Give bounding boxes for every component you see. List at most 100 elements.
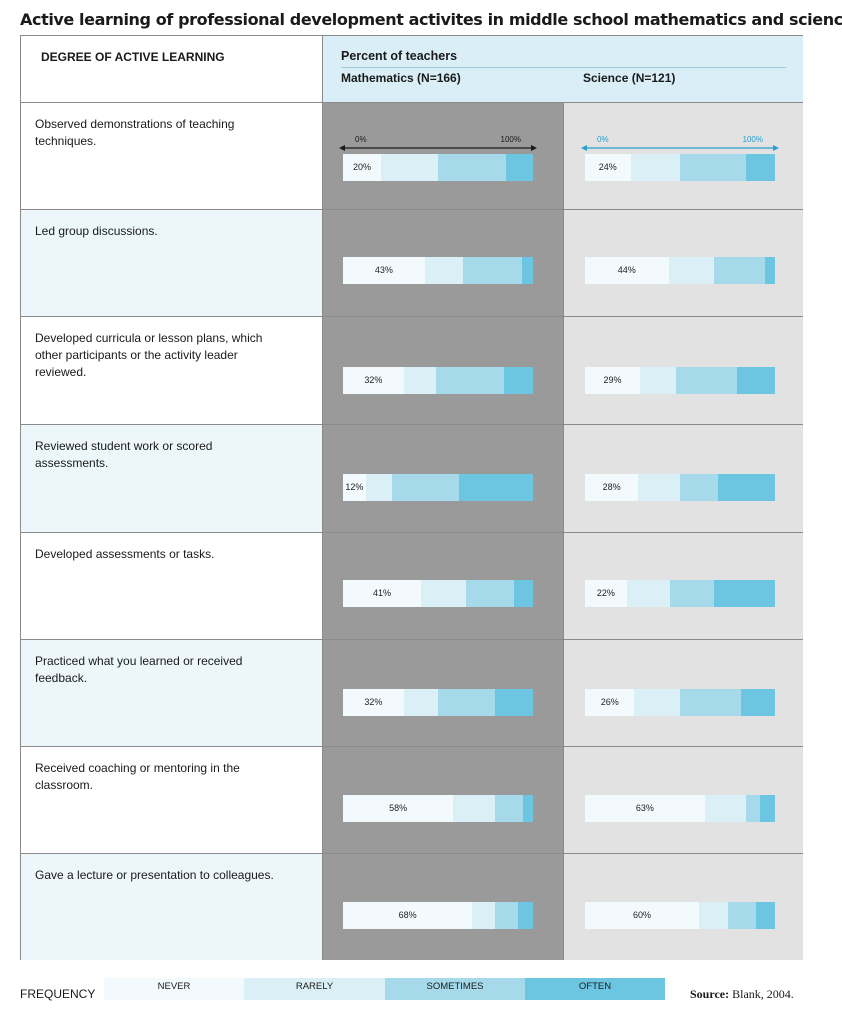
math-bar-2-sometimes xyxy=(462,257,522,284)
source-text: Blank, 2004. xyxy=(732,987,794,1001)
row-label-cell: Gave a lecture or presentation to collea… xyxy=(21,854,323,960)
math-bar-1: 20% xyxy=(343,154,533,181)
science-bar-2-sometimes xyxy=(714,257,766,284)
science-bar-6-sometimes xyxy=(679,689,741,716)
math-bar-7-often xyxy=(523,795,533,822)
math-bar-2-often xyxy=(521,257,533,284)
math-bar-4-never: 12% xyxy=(343,474,366,501)
science-bar-1-often xyxy=(746,154,775,181)
math-bar-4-sometimes xyxy=(392,474,459,501)
math-bar-3: 32% xyxy=(343,367,533,394)
table-row: Received coaching or mentoring in the cl… xyxy=(21,746,803,853)
science-axis: 0% 100% xyxy=(581,135,779,152)
science-bar-7-sometimes xyxy=(746,795,760,822)
math-bar-3-label: 32% xyxy=(364,375,383,385)
science-bar-7-often xyxy=(759,795,775,822)
science-bar-8-never: 60% xyxy=(585,902,699,929)
data-table: DEGREE OF ACTIVE LEARNING Percent of tea… xyxy=(20,35,803,960)
math-bar-2: 43% xyxy=(343,257,533,284)
math-bar-6-never: 32% xyxy=(343,689,404,716)
math-bar-1-often xyxy=(506,154,533,181)
math-bar-6-sometimes xyxy=(437,689,495,716)
legend: FREQUENCY NEVER RARELY SOMETIMES OFTEN S… xyxy=(0,970,842,1010)
science-bar-6-label: 26% xyxy=(600,697,619,707)
row-label-cell: Developed curricula or lesson plans, whi… xyxy=(21,317,323,424)
row-label: Practiced what you learned or received f… xyxy=(35,654,243,685)
math-bar-6: 32% xyxy=(343,689,533,716)
table-row: Gave a lecture or presentation to collea… xyxy=(21,853,803,960)
header-right-cell: Percent of teachers Mathematics (N=166) … xyxy=(323,36,803,102)
source-label: Source: xyxy=(690,987,730,1001)
row-label: Gave a lecture or presentation to collea… xyxy=(35,868,274,882)
row-label: Led group discussions. xyxy=(35,224,158,238)
math-bar-7-never: 58% xyxy=(343,795,454,822)
science-bar-8-often xyxy=(756,902,775,929)
math-bar-5-label: 41% xyxy=(372,588,391,598)
math-bar-2-label: 43% xyxy=(374,265,393,275)
math-axis-arrowhead-left xyxy=(339,145,345,151)
science-bar-3-label: 29% xyxy=(603,375,622,385)
math-bar-1-label: 20% xyxy=(352,162,371,172)
math-bar-8-sometimes xyxy=(494,902,518,929)
science-bar-2-often xyxy=(765,257,775,284)
table-row: Developed curricula or lesson plans, whi… xyxy=(21,316,803,424)
science-bar-2-label: 44% xyxy=(617,265,636,275)
math-bar-4-label: 12% xyxy=(345,482,364,492)
row-label: Observed demonstrations of teaching tech… xyxy=(35,117,235,148)
math-bar-1-never: 20% xyxy=(343,154,381,181)
legend-title: FREQUENCY xyxy=(20,987,96,1001)
math-bar-7-sometimes xyxy=(494,795,524,822)
legend-sometimes-label: SOMETIMES xyxy=(426,981,484,992)
science-bar-4-never: 28% xyxy=(585,474,639,501)
header-math-label: Mathematics (N=166) xyxy=(341,71,461,85)
math-bar-6-label: 32% xyxy=(364,697,383,707)
science-bar-2: 44% xyxy=(585,257,775,284)
science-bar-1-rarely xyxy=(630,154,680,181)
row-label-cell: Reviewed student work or scored assessme… xyxy=(21,425,323,532)
legend-never-label: NEVER xyxy=(157,981,191,992)
math-axis-arrowhead-right xyxy=(531,145,537,151)
legend-rarely: RARELY xyxy=(244,978,385,1000)
science-bar-1-label: 24% xyxy=(598,162,617,172)
science-bar-8-label: 60% xyxy=(632,910,651,920)
row-label-cell: Received coaching or mentoring in the cl… xyxy=(21,747,323,853)
math-bar-3-often xyxy=(504,367,533,394)
math-axis-min-label: 0% xyxy=(355,135,367,144)
legend-often: OFTEN xyxy=(525,978,665,1000)
science-bar-7: 63% xyxy=(585,795,775,822)
math-axis: 0% 100% xyxy=(339,135,537,152)
science-bar-5-sometimes xyxy=(670,580,715,607)
math-bar-2-rarely xyxy=(424,257,463,284)
math-bar-7-rarely xyxy=(453,795,495,822)
math-bar-2-never: 43% xyxy=(343,257,425,284)
legend-never: NEVER xyxy=(104,978,244,1000)
row-label: Developed curricula or lesson plans, whi… xyxy=(35,331,263,379)
math-bar-5-rarely xyxy=(420,580,467,607)
row-label-cell: Practiced what you learned or received f… xyxy=(21,640,323,746)
math-bar-8-never: 68% xyxy=(343,902,473,929)
science-axis-arrowhead-left xyxy=(581,145,587,151)
math-bar-7-label: 58% xyxy=(389,803,408,813)
math-bar-8-rarely xyxy=(472,902,495,929)
header-percent-label: Percent of teachers xyxy=(341,49,458,63)
science-bar-6-rarely xyxy=(634,689,680,716)
science-bar-6: 26% xyxy=(585,689,775,716)
table-row: Developed assessments or tasks. 41% 22% xyxy=(21,532,803,639)
chart-title: Active learning of professional developm… xyxy=(20,10,842,29)
math-bar-1-sometimes xyxy=(438,154,507,181)
science-bar-4-label: 28% xyxy=(602,482,621,492)
science-bar-3-rarely xyxy=(640,367,677,394)
science-bar-8-sometimes xyxy=(727,902,756,929)
science-axis-max-label: 100% xyxy=(742,135,763,144)
science-bar-5: 22% xyxy=(585,580,775,607)
science-bar-4-sometimes xyxy=(679,474,718,501)
science-bar-4: 28% xyxy=(585,474,775,501)
math-bar-5-sometimes xyxy=(466,580,514,607)
math-bar-3-sometimes xyxy=(436,367,505,394)
math-bar-6-often xyxy=(494,689,533,716)
math-bar-4-rarely xyxy=(365,474,393,501)
science-bar-8-rarely xyxy=(699,902,728,929)
science-bar-5-never: 22% xyxy=(585,580,627,607)
math-axis-arrow xyxy=(339,145,537,151)
science-bar-7-rarely xyxy=(704,795,747,822)
